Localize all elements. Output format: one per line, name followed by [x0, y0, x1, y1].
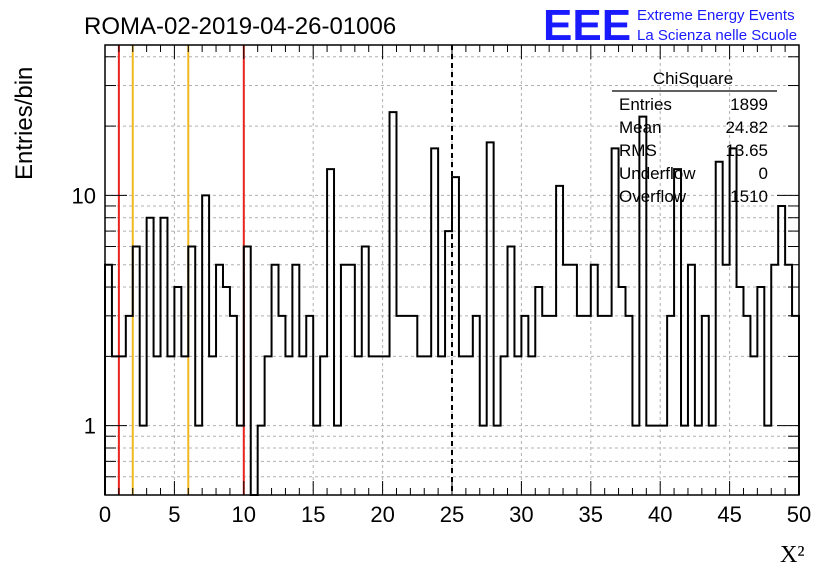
- stats-value: 0: [759, 164, 768, 183]
- x-tick-label: 40: [648, 502, 672, 527]
- x-tick-label: 5: [168, 502, 180, 527]
- stats-label: Overflow: [619, 187, 687, 206]
- stats-value: 1899: [730, 95, 768, 114]
- stats-label: Mean: [619, 118, 662, 137]
- axis-tick-labels: 0 5 10 15 20 25 30 35 40 45 50 1 10: [72, 183, 812, 527]
- x-tick-label: 25: [440, 502, 464, 527]
- x-tick-label: 50: [787, 502, 811, 527]
- x-tick-label: 35: [579, 502, 603, 527]
- y-axis-label: Entries/bin: [11, 67, 38, 180]
- eee-logo-mark: EEE: [543, 1, 631, 50]
- axis-ticks: [104, 45, 800, 495]
- histogram-line: [104, 111, 800, 496]
- logo-line-1: Extreme Energy Events: [637, 7, 795, 24]
- x-tick-label: 45: [717, 502, 741, 527]
- x-axis-label: X²: [780, 542, 805, 568]
- logo-line-2: La Scienza nelle Scuole: [637, 27, 797, 44]
- y-tick-label: 1: [84, 414, 96, 439]
- x-tick-label: 20: [370, 502, 394, 527]
- stats-box: ChiSquare Entries 1899 Mean 24.82 RMS 13.65 Un…: [612, 69, 777, 206]
- stats-label: RMS: [619, 141, 657, 160]
- x-tick-label: 0: [99, 502, 111, 527]
- stats-label: Entries: [619, 95, 672, 114]
- stats-title: ChiSquare: [653, 69, 733, 88]
- y-tick-label: 10: [72, 183, 96, 208]
- reference-lines: [117, 45, 453, 495]
- x-tick-label: 30: [509, 502, 533, 527]
- stats-label: Underflow: [619, 164, 696, 183]
- chart-title: ROMA-02-2019-04-26-01006: [84, 13, 396, 40]
- stats-value: 1510: [730, 187, 768, 206]
- grid: [105, 45, 799, 495]
- x-tick-label: 15: [301, 502, 325, 527]
- stats-value: 13.65: [725, 141, 768, 160]
- stats-value: 24.82: [725, 118, 768, 137]
- x-tick-label: 10: [232, 502, 256, 527]
- eee-logo: EEE Extreme Energy Events La Scienza nel…: [543, 1, 797, 50]
